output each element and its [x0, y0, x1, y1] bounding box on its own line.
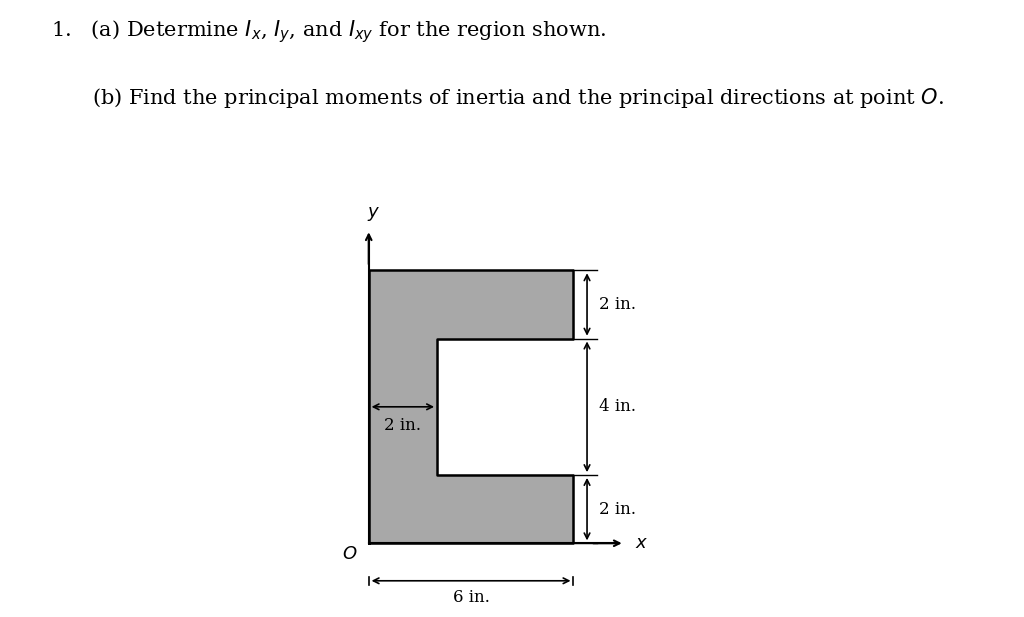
Text: $y$: $y$ — [368, 205, 381, 223]
Polygon shape — [369, 270, 573, 543]
Text: 6 in.: 6 in. — [453, 589, 489, 607]
Text: (b) Find the principal moments of inertia and the principal directions at point : (b) Find the principal moments of inerti… — [92, 86, 944, 110]
Text: 2 in.: 2 in. — [384, 417, 421, 434]
Text: 2 in.: 2 in. — [599, 500, 636, 518]
Text: $x$: $x$ — [635, 534, 648, 552]
Text: 2 in.: 2 in. — [599, 296, 636, 313]
Text: 1.   (a) Determine $I_x$, $I_y$, and $I_{xy}$ for the region shown.: 1. (a) Determine $I_x$, $I_y$, and $I_{x… — [51, 19, 606, 45]
Text: 4 in.: 4 in. — [599, 399, 636, 415]
Text: $O$: $O$ — [342, 545, 357, 563]
